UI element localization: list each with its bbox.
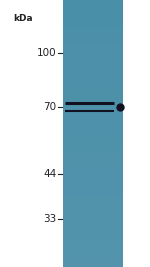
Text: 33: 33 [43,214,56,224]
FancyBboxPatch shape [63,0,123,267]
FancyBboxPatch shape [63,258,123,267]
Text: 70: 70 [43,102,56,112]
Text: 100: 100 [37,48,56,58]
Text: 44: 44 [43,168,56,179]
Text: kDa: kDa [13,14,33,23]
